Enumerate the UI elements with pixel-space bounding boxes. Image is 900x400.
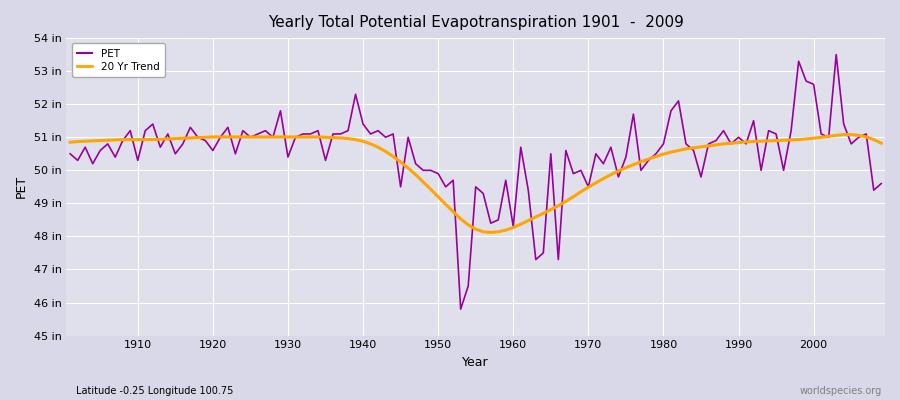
Legend: PET, 20 Yr Trend: PET, 20 Yr Trend <box>72 43 165 77</box>
X-axis label: Year: Year <box>463 356 489 369</box>
Title: Yearly Total Potential Evapotranspiration 1901  -  2009: Yearly Total Potential Evapotranspiratio… <box>268 15 684 30</box>
Text: worldspecies.org: worldspecies.org <box>800 386 882 396</box>
Y-axis label: PET: PET <box>15 175 28 198</box>
Text: Latitude -0.25 Longitude 100.75: Latitude -0.25 Longitude 100.75 <box>76 386 234 396</box>
